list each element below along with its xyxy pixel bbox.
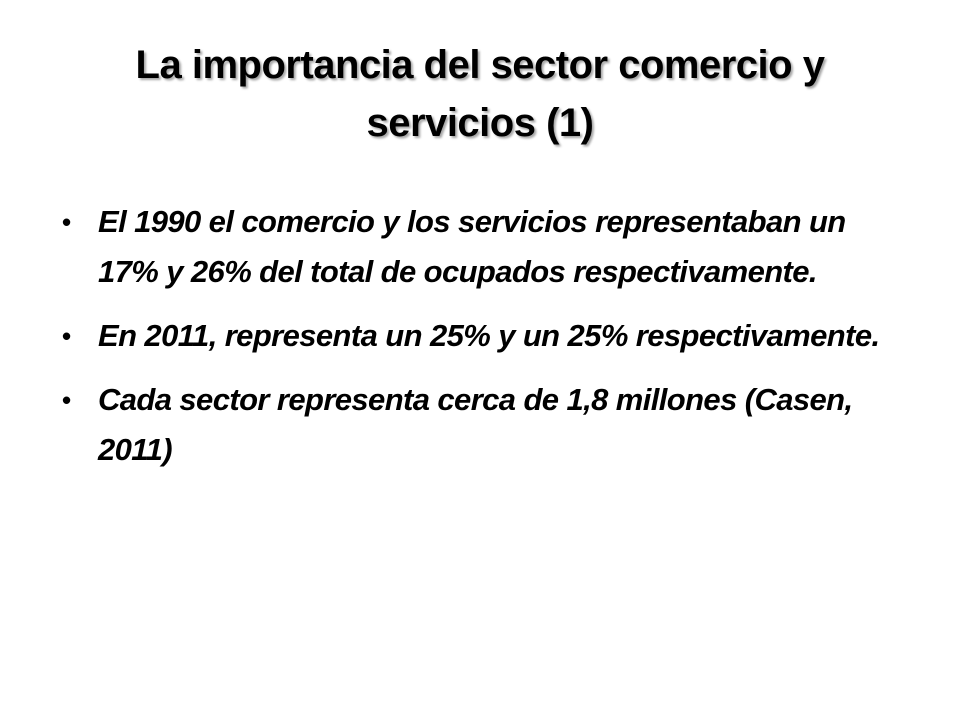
slide-title: La importancia del sector comercio y ser… bbox=[40, 36, 920, 152]
bullet-item-1990: • El 1990 el comercio y los servicios re… bbox=[62, 197, 902, 297]
bullet-list: • El 1990 el comercio y los servicios re… bbox=[62, 197, 902, 489]
bullet-item-2011: • En 2011, representa un 25% y un 25% re… bbox=[62, 311, 902, 361]
slide-title-line-1: La importancia del sector comercio y bbox=[135, 43, 825, 87]
bullet-item-casen: • Cada sector representa cerca de 1,8 mi… bbox=[62, 375, 902, 475]
bullet-dot-icon: • bbox=[62, 207, 71, 237]
bullet-dot-icon: • bbox=[62, 385, 71, 415]
bullet-text: El 1990 el comercio y los servicios repr… bbox=[98, 204, 846, 289]
bullet-text: En 2011, representa un 25% y un 25% resp… bbox=[98, 318, 880, 353]
bullet-dot-icon: • bbox=[62, 321, 71, 351]
bullet-text: Cada sector representa cerca de 1,8 mill… bbox=[98, 382, 853, 467]
slide-title-line-2: servicios (1) bbox=[366, 101, 594, 145]
